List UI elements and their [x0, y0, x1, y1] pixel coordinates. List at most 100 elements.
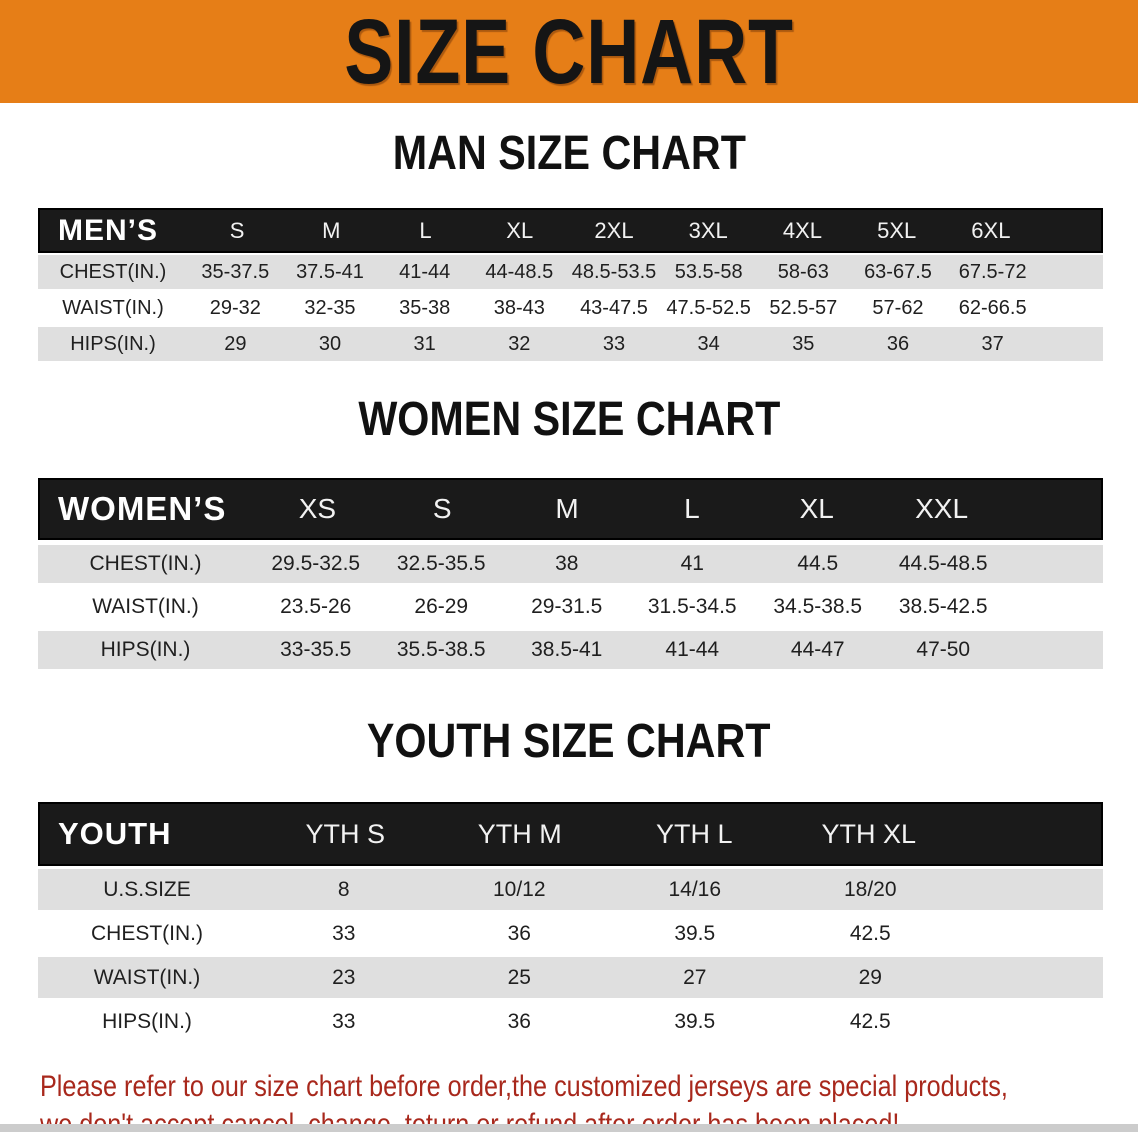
column-header: 6XL	[971, 217, 1011, 243]
youth-section-heading-text: YOUTH SIZE CHART	[367, 715, 771, 768]
column-header: XL	[799, 493, 834, 524]
column-header: YTH L	[655, 818, 733, 849]
table-row: CHEST(IN.) 35-37.5 37.5-41 41-44 44-48.5…	[38, 255, 1103, 289]
men-section-heading: MAN SIZE CHART	[0, 129, 1138, 190]
row-label: HIPS(IN.)	[100, 638, 191, 661]
size-value: 23.5-26	[280, 595, 352, 618]
column-header: S	[229, 217, 245, 243]
row-label: HIPS(IN.)	[70, 332, 156, 355]
size-value: 26-29	[414, 595, 469, 618]
size-value: 31.5-34.5	[647, 595, 737, 618]
disclaimer: Please refer to our size chart before or…	[40, 1068, 1138, 1132]
column-header: M	[555, 493, 579, 524]
women-section-heading-text: WOMEN SIZE CHART	[358, 393, 780, 446]
size-value: 47.5-52.5	[666, 296, 751, 319]
size-value: 38-43	[493, 296, 545, 319]
bottom-border-strip	[0, 1124, 1138, 1132]
banner: SIZE CHART	[0, 0, 1138, 103]
size-value: 10/12	[492, 877, 546, 901]
column-header: YTH XL	[821, 818, 917, 849]
size-value: 38.5-42.5	[898, 595, 988, 618]
size-value: 33	[332, 1009, 356, 1033]
size-value: 31	[413, 332, 436, 355]
women-group-label: WOMEN’S	[58, 490, 227, 527]
column-header: XXL	[915, 493, 969, 524]
table-row: WAIST(IN.) 23 25 27 29	[38, 957, 1103, 998]
size-value: 29-32	[209, 296, 261, 319]
size-value: 57-62	[872, 296, 924, 319]
column-header: YTH M	[477, 818, 562, 849]
column-header: S	[432, 493, 452, 524]
row-label: HIPS(IN.)	[102, 1009, 192, 1033]
size-value: 39.5	[674, 921, 716, 945]
youth-size-table: YOUTH YTH S YTH M YTH L YTH XL U.S.SIZE …	[38, 802, 1103, 1042]
column-header: XL	[506, 217, 534, 243]
size-value: 14/16	[668, 877, 722, 901]
size-value: 29	[858, 965, 882, 989]
table-row: WAIST(IN.) 29-32 32-35 35-38 38-43 43-47…	[38, 291, 1103, 325]
women-table-header-row: WOMEN’S XS S M L XL XXL	[38, 478, 1103, 540]
size-value: 48.5-53.5	[571, 260, 657, 283]
row-label: CHEST(IN.)	[89, 552, 202, 575]
size-value: 37.5-41	[296, 260, 364, 283]
column-header: XS	[298, 493, 337, 524]
size-value: 39.5	[674, 1009, 716, 1033]
size-value: 30	[318, 332, 342, 355]
size-value: 33-35.5	[280, 638, 352, 661]
size-value: 41-44	[665, 638, 720, 661]
size-value: 35.5-38.5	[396, 638, 486, 661]
size-value: 52.5-57	[769, 296, 838, 319]
size-value: 34.5-38.5	[773, 595, 863, 618]
size-value: 35	[792, 332, 815, 355]
size-value: 44-48.5	[485, 260, 554, 283]
women-size-table: WOMEN’S XS S M L XL XXL CHEST(IN.) 29.5-…	[38, 478, 1103, 669]
youth-group-label: YOUTH	[58, 816, 172, 851]
women-section-heading: WOMEN SIZE CHART	[0, 395, 1138, 456]
row-label: CHEST(IN.)	[59, 260, 167, 283]
column-header: L	[419, 217, 432, 243]
size-value: 36	[507, 921, 531, 945]
size-value: 32	[508, 332, 531, 355]
size-value: 44.5	[797, 552, 839, 575]
size-value: 53.5-58	[674, 260, 743, 283]
size-value: 29	[224, 332, 247, 355]
men-section-heading-text: MAN SIZE CHART	[392, 127, 746, 180]
column-header: 2XL	[594, 217, 634, 243]
size-value: 62-66.5	[958, 296, 1027, 319]
men-group-label: MEN’S	[58, 213, 159, 247]
size-value: 43-47.5	[580, 296, 648, 319]
column-header: 5XL	[877, 217, 917, 243]
size-value: 36	[507, 1009, 531, 1033]
size-value: 67.5-72	[958, 260, 1027, 283]
table-row: HIPS(IN.) 33-35.5 35.5-38.5 38.5-41 41-4…	[38, 631, 1103, 669]
size-value: 23	[332, 965, 356, 989]
size-value: 63-67.5	[864, 260, 932, 283]
table-row: HIPS(IN.) 33 36 39.5 42.5	[38, 1001, 1103, 1042]
size-value: 44.5-48.5	[898, 552, 988, 575]
size-value: 47-50	[916, 638, 971, 661]
table-row: CHEST(IN.) 29.5-32.5 32.5-35.5 38 41 44.…	[38, 545, 1103, 583]
size-value: 41-44	[399, 260, 451, 283]
table-row: HIPS(IN.) 29 30 31 32 33 34 35 36 37	[38, 327, 1103, 361]
size-value: 33	[332, 921, 356, 945]
table-row: CHEST(IN.) 33 36 39.5 42.5	[38, 913, 1103, 954]
size-value: 42.5	[849, 1009, 891, 1033]
row-label: CHEST(IN.)	[91, 921, 203, 945]
size-value: 32.5-35.5	[396, 552, 486, 575]
size-value: 38.5-41	[531, 638, 603, 661]
size-value: 18/20	[843, 877, 897, 901]
size-value: 35-37.5	[201, 260, 270, 283]
youth-section-heading: YOUTH SIZE CHART	[0, 717, 1138, 778]
size-value: 27	[683, 965, 707, 989]
men-size-table: MEN’S S M L XL 2XL 3XL 4XL 5XL 6XL CHEST…	[38, 208, 1103, 361]
size-value: 44-47	[790, 638, 845, 661]
page-title: SIZE CHART	[344, 0, 794, 103]
size-value: 38	[555, 552, 579, 575]
size-value: 34	[697, 332, 720, 355]
row-label: WAIST(IN.)	[93, 965, 201, 989]
row-label: WAIST(IN.)	[92, 595, 199, 618]
column-header: YTH S	[305, 818, 385, 849]
size-value: 8	[337, 877, 350, 901]
column-header: 4XL	[782, 217, 823, 243]
size-value: 25	[507, 965, 531, 989]
